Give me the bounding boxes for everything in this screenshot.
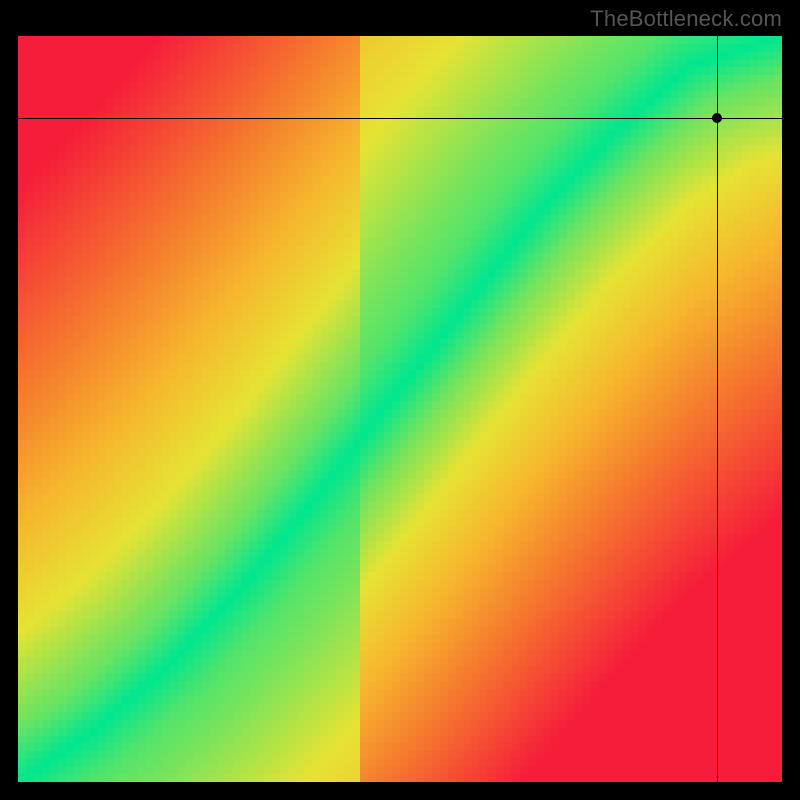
- crosshair-marker: [712, 113, 722, 123]
- crosshair-horizontal: [18, 118, 782, 119]
- heatmap-canvas: [18, 36, 782, 782]
- crosshair-vertical: [717, 36, 718, 782]
- heatmap-plot: [18, 36, 782, 782]
- watermark-text: TheBottleneck.com: [590, 6, 782, 32]
